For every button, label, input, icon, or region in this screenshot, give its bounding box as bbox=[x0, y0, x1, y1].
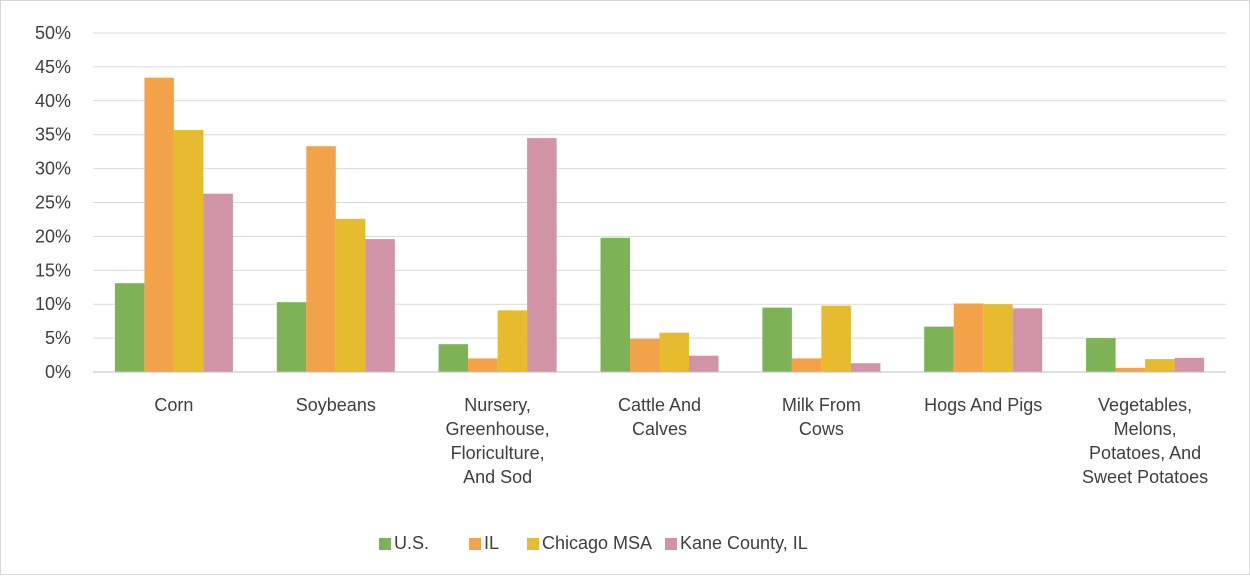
bar bbox=[1086, 338, 1116, 372]
bar bbox=[438, 344, 469, 372]
bar bbox=[203, 193, 233, 372]
x-tick-label: Milk From bbox=[782, 395, 861, 415]
x-tick-label: Hogs And Pigs bbox=[924, 395, 1042, 415]
y-tick-label: 15% bbox=[35, 260, 71, 280]
legend-swatch bbox=[379, 538, 391, 550]
x-tick-label: Cows bbox=[799, 419, 844, 439]
bar bbox=[689, 355, 719, 372]
legend-label: U.S. bbox=[394, 533, 429, 553]
bar bbox=[365, 239, 395, 372]
bar bbox=[527, 138, 557, 372]
bar bbox=[1145, 359, 1175, 372]
x-tick-label: Nursery, bbox=[464, 395, 531, 415]
bar bbox=[850, 363, 881, 372]
y-tick-label: 0% bbox=[45, 362, 71, 382]
bars bbox=[114, 77, 1205, 372]
x-tick-label: Corn bbox=[154, 395, 193, 415]
bar bbox=[924, 326, 954, 372]
y-tick-label: 45% bbox=[35, 57, 71, 77]
y-tick-label: 35% bbox=[35, 125, 71, 145]
legend-label: Kane County, IL bbox=[680, 533, 808, 553]
bar bbox=[173, 130, 204, 372]
y-tick-label: 30% bbox=[35, 159, 71, 179]
legend: U.S. IL Chicago MSA Kane County, IL bbox=[379, 533, 808, 553]
legend-label: Chicago MSA bbox=[542, 533, 652, 553]
x-tick-label: Cattle And bbox=[618, 395, 701, 415]
y-axis-tick-labels: 0% 5% 10% 15% 20% 25% 30% 35% 40% 45% 50% bbox=[35, 23, 71, 382]
x-tick-label: Vegetables, bbox=[1098, 395, 1192, 415]
bar bbox=[1174, 357, 1205, 372]
bar bbox=[983, 304, 1013, 372]
bar bbox=[468, 358, 498, 372]
gridlines bbox=[93, 32, 1226, 339]
bar bbox=[306, 146, 336, 372]
bar bbox=[335, 218, 366, 372]
y-tick-label: 25% bbox=[35, 193, 71, 213]
x-axis-category-labels: Corn Soybeans Nursery, Greenhouse, Floricult… bbox=[154, 395, 1208, 487]
bar bbox=[630, 338, 660, 372]
bar bbox=[1115, 367, 1146, 372]
bar bbox=[497, 310, 528, 372]
y-tick-label: 10% bbox=[35, 294, 71, 314]
legend-swatch bbox=[665, 538, 677, 550]
bar bbox=[1012, 308, 1043, 372]
y-tick-label: 20% bbox=[35, 226, 71, 246]
bar bbox=[762, 307, 792, 372]
x-tick-label: Floriculture, bbox=[451, 443, 545, 463]
bar bbox=[600, 237, 630, 372]
bar bbox=[144, 77, 174, 372]
legend-swatch bbox=[527, 538, 539, 550]
x-tick-label: Greenhouse, bbox=[446, 419, 550, 439]
x-tick-label: Soybeans bbox=[296, 395, 376, 415]
bar bbox=[791, 358, 822, 372]
legend-label: IL bbox=[484, 533, 499, 553]
legend-swatch bbox=[469, 538, 481, 550]
x-tick-label: Calves bbox=[632, 419, 687, 439]
y-tick-label: 5% bbox=[45, 328, 71, 348]
bar bbox=[114, 283, 145, 372]
bar bbox=[953, 303, 984, 372]
bar bbox=[659, 332, 689, 372]
x-tick-label: Melons, bbox=[1114, 419, 1177, 439]
bar bbox=[276, 302, 307, 372]
x-tick-label: And Sod bbox=[463, 467, 532, 487]
x-tick-label: Potatoes, And bbox=[1089, 443, 1201, 463]
bar bbox=[821, 305, 851, 372]
y-tick-label: 40% bbox=[35, 91, 71, 111]
y-tick-label: 50% bbox=[35, 23, 71, 43]
x-tick-label: Sweet Potatoes bbox=[1082, 467, 1208, 487]
